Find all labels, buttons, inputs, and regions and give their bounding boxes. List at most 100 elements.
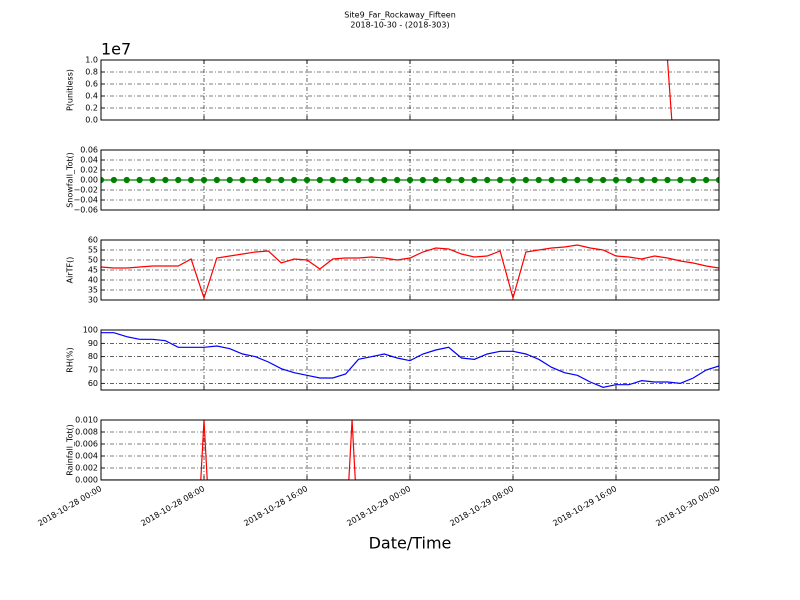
data-point [419,176,426,184]
data-point [381,176,388,184]
y-tick-label: 0.00 [80,176,98,185]
y-tick-label: 0.02 [80,166,98,175]
y-tick-label: 0.4 [85,92,98,101]
data-point [638,176,645,184]
data-point [149,176,156,184]
y-tick-label: 0.04 [80,156,98,165]
series [101,244,719,300]
data-point [535,176,542,184]
y-axis-label: P(unitless) [66,69,75,111]
y-tick-label: 0.006 [75,440,98,449]
y-tick-label: 0.0 [85,116,98,125]
data-point [625,176,632,184]
y-tick-label: 100 [83,326,98,335]
data-point [136,176,143,184]
chart-title: Site9_Far_Rockaway_Fifteen [344,11,456,20]
y-tick-label: 35 [88,286,98,295]
y-tick-label: 0.000 [75,476,98,485]
data-point [329,176,336,184]
data-line [101,244,719,300]
y-tick-label: 30 [88,296,98,305]
y-tick-label: 50 [88,256,98,265]
data-point [445,176,452,184]
y-tick-label: 40 [88,276,98,285]
data-point [522,176,529,184]
y-tick-label: 0.06 [80,146,98,155]
y-tick-label: 0.002 [75,464,98,473]
data-point [548,176,555,184]
data-point [703,176,710,184]
data-point [123,176,130,184]
data-point [471,176,478,184]
data-point [458,176,465,184]
y-axis-label: Snowfall_Tot() [66,152,75,208]
plot-frame [100,419,720,481]
data-point [690,176,697,184]
y-tick-label: 55 [88,246,98,255]
y-tick-label: 0.2 [85,104,98,113]
y-tick-label: 0.8 [85,68,98,77]
data-point [484,176,491,184]
data-point [715,176,719,184]
y-tick-label: 90 [88,339,98,348]
data-point [651,176,658,184]
y-tick-label: 1.0 [85,56,98,65]
y-tick-label: 0.008 [75,428,98,437]
data-point [355,176,362,184]
data-point [316,176,323,184]
data-point [587,176,594,184]
x-axis-label: Date/Time [369,534,452,553]
plot-frame [100,329,720,391]
y-tick-label: 0.004 [75,452,98,461]
data-point [509,176,517,184]
data-point [497,176,504,184]
plot-frame [100,239,720,301]
y-tick-label: 45 [88,266,98,275]
y-tick-label: 0.010 [75,416,98,425]
data-line [101,420,719,480]
data-point [188,176,195,184]
data-point [175,176,182,184]
data-point [406,176,414,184]
data-point [432,176,439,184]
y-tick-label: 60 [88,379,98,388]
data-point [291,176,298,184]
y-tick-label: 60 [88,236,98,245]
data-point [239,176,246,184]
data-line [666,60,719,120]
data-point [677,176,684,184]
data-point [600,176,607,184]
series [101,176,719,184]
data-point [265,176,272,184]
data-point [252,176,259,184]
data-point [561,176,568,184]
data-point [110,176,117,184]
data-point [612,176,620,184]
axis-offset-label: 1e7 [101,40,131,59]
data-point [574,176,581,184]
plot-frame [100,149,720,211]
data-point [303,176,311,184]
chart-subtitle: 2018-10-30 - (2018-303) [350,21,449,30]
y-tick-label: −0.06 [73,206,98,215]
data-point [162,176,169,184]
data-point [368,176,375,184]
data-point [394,176,401,184]
y-tick-label: 80 [88,352,98,361]
data-point [200,176,208,184]
data-point [342,176,349,184]
y-axis-label: Rainfall_Tot() [66,424,75,476]
series [101,420,719,480]
data-point [213,176,220,184]
data-point [278,176,285,184]
data-line [101,332,719,388]
data-point [664,176,671,184]
series [666,60,719,120]
series [101,332,719,388]
plot-frame [100,59,720,121]
y-tick-label: 70 [88,366,98,375]
y-axis-label: RH(%) [66,347,75,372]
y-tick-label: 0.6 [85,80,98,89]
